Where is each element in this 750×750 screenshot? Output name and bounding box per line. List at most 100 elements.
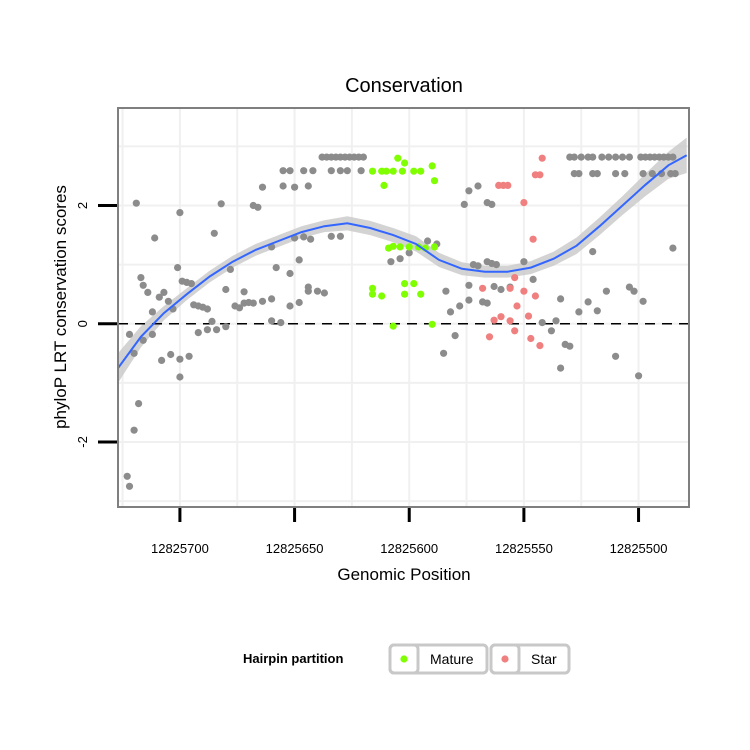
plot-panel — [117, 107, 690, 508]
data-point-other — [465, 296, 473, 304]
data-point-other — [217, 200, 225, 208]
y-tick-label: 0 — [75, 320, 90, 327]
data-point-other — [625, 283, 634, 291]
data-point-mature — [378, 292, 386, 300]
data-point-other — [396, 255, 404, 263]
legend-title: Hairpin partition — [243, 651, 343, 666]
data-point-other — [203, 326, 211, 334]
data-point-mature — [389, 322, 397, 330]
data-point-star — [520, 199, 528, 207]
data-point-other — [387, 258, 395, 266]
x-axis-label: Genomic Position — [337, 565, 470, 584]
data-point-other — [547, 327, 556, 335]
data-point-mature — [401, 290, 409, 298]
data-point-other — [125, 482, 134, 490]
data-point-other — [648, 170, 656, 178]
data-point-other — [167, 350, 175, 359]
data-point-other — [249, 299, 257, 307]
data-point-star — [524, 312, 533, 320]
data-point-other — [669, 244, 677, 252]
data-point-other — [625, 153, 634, 161]
data-point-other — [327, 167, 335, 175]
data-point-other — [612, 170, 620, 178]
data-point-star — [529, 235, 537, 243]
y-axis-label: phyloP LRT conservation scores — [51, 185, 70, 429]
data-point-other — [589, 153, 597, 161]
data-point-other — [300, 167, 308, 175]
data-point-other — [336, 232, 344, 240]
data-point-other — [538, 319, 546, 327]
legend-label-star: Star — [531, 651, 557, 667]
data-point-other — [135, 400, 143, 408]
axes: 12825700 12825650 12825600 12825550 12825500… — [75, 202, 667, 556]
x-tick-label: 12825550 — [495, 541, 553, 556]
data-point-mature — [410, 280, 418, 288]
data-point-mature — [428, 162, 436, 170]
data-point-other — [575, 308, 583, 316]
data-point-other — [286, 302, 294, 310]
legend-label-mature: Mature — [430, 651, 474, 667]
data-point-other — [602, 287, 611, 295]
y-tick-label: -2 — [75, 436, 90, 448]
data-point-star — [504, 181, 512, 189]
data-point-other — [566, 342, 574, 350]
data-point-mature — [389, 167, 397, 175]
data-point-other — [460, 200, 468, 208]
data-point-mature — [398, 167, 406, 175]
data-point-other — [300, 233, 308, 241]
data-point-other — [235, 304, 244, 312]
data-point-other — [309, 167, 317, 175]
data-point-other — [160, 288, 168, 296]
data-point-mature — [405, 243, 413, 251]
data-point-other — [598, 153, 606, 161]
data-point-other — [483, 299, 491, 307]
data-point-other — [164, 297, 172, 305]
data-point-other — [295, 298, 303, 307]
data-point-other — [336, 167, 344, 175]
data-point-other — [176, 355, 184, 363]
data-point-mature — [417, 167, 425, 175]
data-point-other — [307, 235, 315, 243]
data-point-other — [618, 153, 627, 161]
data-point-other — [490, 282, 498, 291]
data-point-other — [446, 308, 455, 316]
data-point-other — [577, 153, 585, 161]
plot-border — [117, 107, 690, 508]
legend-swatch-mature — [400, 655, 408, 663]
data-point-other — [359, 153, 367, 161]
data-point-other — [268, 317, 276, 325]
data-point-mature — [394, 154, 402, 162]
data-point-other — [125, 330, 134, 338]
data-point-other — [258, 183, 267, 191]
data-point-other — [151, 234, 159, 242]
data-point-other — [605, 153, 613, 161]
data-point-other — [277, 319, 285, 327]
data-point-other — [639, 297, 647, 305]
legend-entry-frame — [388, 643, 489, 675]
data-point-other — [671, 170, 679, 178]
data-point-star — [536, 171, 544, 179]
data-point-mature — [368, 284, 377, 292]
data-point-other — [213, 326, 221, 334]
data-point-other — [222, 285, 230, 294]
data-point-other — [520, 258, 528, 266]
data-point-other — [155, 293, 163, 301]
data-point-other — [304, 182, 312, 190]
data-point-other — [313, 287, 322, 295]
data-point-other — [226, 265, 234, 273]
data-point-other — [286, 167, 294, 175]
data-point-other — [137, 274, 145, 282]
data-point-other — [570, 153, 578, 161]
data-point-other — [320, 289, 328, 297]
data-point-other — [557, 364, 565, 372]
data-point-other — [621, 170, 629, 178]
data-point-star — [527, 334, 535, 343]
legend-entry-frame — [489, 643, 571, 675]
data-point-other — [589, 248, 597, 256]
data-point-other — [474, 182, 482, 190]
x-tick-label: 12825500 — [610, 541, 668, 556]
data-point-other — [295, 256, 303, 264]
data-point-other — [185, 352, 193, 360]
data-point-other — [279, 182, 287, 190]
